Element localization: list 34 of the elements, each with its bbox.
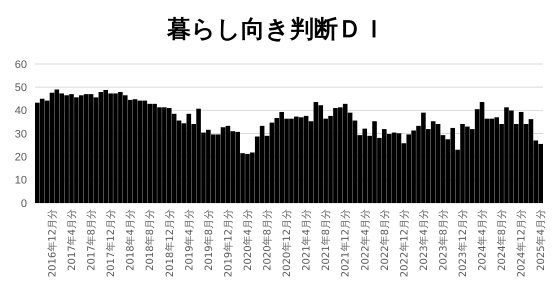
x-tick-label: 2018年8月分 — [144, 209, 156, 271]
x-tick-label: 2021年4月分 — [300, 209, 313, 271]
x-tick-label: 2019年12月分 — [222, 209, 234, 278]
x-tick-label: 2018年4月分 — [124, 209, 137, 271]
x-tick-label: 2024年12月分 — [516, 209, 528, 278]
y-tick-label: 0 — [20, 198, 27, 210]
x-tick-label: 2019年4月分 — [183, 209, 196, 271]
x-tick-label: 2021年8月分 — [320, 209, 332, 271]
x-tick-label: 2017年4月分 — [66, 209, 78, 271]
x-tick-label: 2025年4月分 — [535, 209, 548, 271]
x-tick-label: 2020年12月分 — [281, 209, 294, 278]
x-tick-label: 2023年12月分 — [457, 209, 470, 278]
x-tick-label: 2019年8月分 — [202, 209, 215, 271]
y-tick-label: 60 — [14, 58, 27, 71]
x-tick-label: 2020年4月分 — [242, 209, 254, 271]
x-tick-label: 2016年12月分 — [46, 209, 58, 278]
x-tick-label: 2018年12月分 — [164, 209, 176, 278]
y-tick-label: 40 — [14, 105, 27, 118]
x-tick-label: 2022年12月分 — [398, 209, 410, 278]
y-tick-label: 10 — [14, 174, 27, 187]
chart-title: 暮らし向き判断ＤＩ — [166, 15, 386, 43]
x-tick-label: 2020年8月分 — [262, 209, 274, 271]
y-tick-label: 50 — [14, 82, 27, 94]
x-tick-label: 2024年4月分 — [476, 209, 489, 271]
y-tick-label: 20 — [14, 152, 27, 164]
x-tick-label: 2017年8月分 — [86, 209, 98, 271]
x-tick-label: 2023年4月分 — [418, 209, 430, 271]
x-tick-label: 2022年8月分 — [378, 209, 391, 271]
x-tick-label: 2023年8月分 — [437, 209, 450, 271]
x-tick-label: 2021年12月分 — [340, 209, 352, 278]
y-tick-label: 30 — [14, 128, 27, 140]
x-tick-label: 2017年12月分 — [105, 209, 118, 278]
x-tick-label: 2024年8月分 — [496, 209, 508, 271]
x-tick-label: 2022年4月分 — [359, 209, 372, 271]
